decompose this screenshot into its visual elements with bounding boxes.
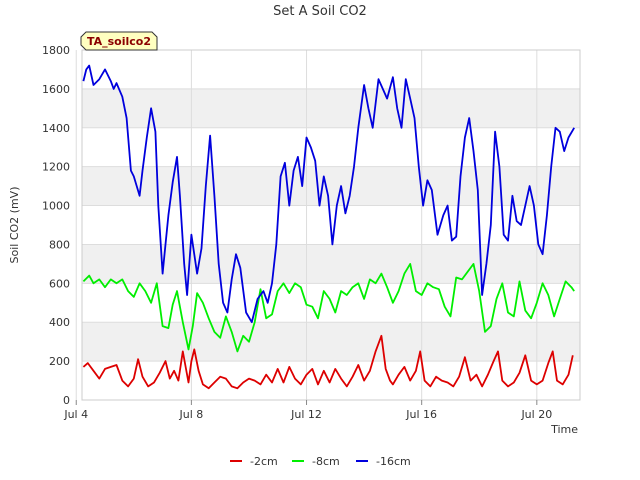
y-tick-label: 1000 xyxy=(42,200,70,213)
y-tick-label: 400 xyxy=(49,316,70,329)
x-axis-ticks: Jul 4 Jul 8 Jul 12 Jul 16 Jul 20 xyxy=(63,400,552,421)
legend-label: -16cm xyxy=(376,455,411,468)
band xyxy=(82,88,580,128)
y-tick-label: 600 xyxy=(49,277,70,290)
y-tick-label: 1600 xyxy=(42,83,70,96)
chart-title: Set A Soil CO2 xyxy=(273,4,367,19)
y-tick-label: 0 xyxy=(63,394,70,407)
legend-label: -8cm xyxy=(312,455,340,468)
series-line-16cmcm xyxy=(82,64,575,324)
x-tick-label: Jul 4 xyxy=(63,408,88,421)
y-tick-label: 1400 xyxy=(42,122,70,135)
series-line-2cmcm xyxy=(82,334,574,390)
legend-label: -2cm xyxy=(250,455,278,468)
background-bands xyxy=(82,88,580,362)
band xyxy=(82,322,580,362)
y-tick-label: 1200 xyxy=(42,161,70,174)
badge-box xyxy=(80,31,158,51)
y-tick-label: 800 xyxy=(49,238,70,251)
y-tick-label: 200 xyxy=(49,355,70,368)
legend: -2cm -8cm -16cm xyxy=(230,455,411,468)
plot-border xyxy=(81,49,581,401)
badge-label: TA_soilco2 xyxy=(87,35,151,48)
x-tick-label: Jul 16 xyxy=(405,408,437,421)
y-axis-label: Soil CO2 (mV) xyxy=(8,187,21,264)
y-axis-ticks: 0 200 400 600 800 1000 1200 1400 1600 1800 xyxy=(42,44,70,407)
x-axis-label: Time xyxy=(550,423,578,436)
series-line-8cmcm xyxy=(82,262,575,353)
x-tick-label: Jul 8 xyxy=(178,408,203,421)
band xyxy=(82,166,580,206)
x-tick-label: Jul 12 xyxy=(290,408,322,421)
y-tick-label: 1800 xyxy=(42,44,70,57)
x-tick-label: Jul 20 xyxy=(520,408,552,421)
series-layer xyxy=(82,64,575,390)
badge: TA_soilco2 xyxy=(80,31,158,51)
band xyxy=(82,244,580,284)
